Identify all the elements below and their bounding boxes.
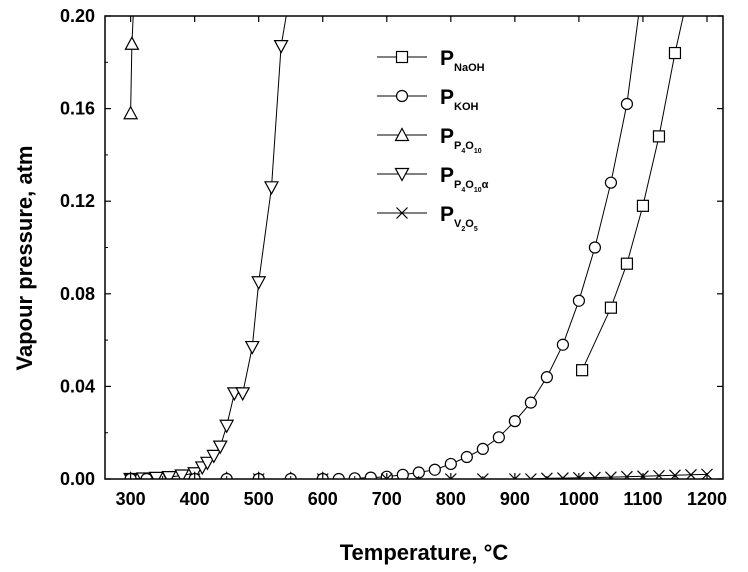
legend-label: PP4O10 [440, 125, 482, 155]
data-point-p4o10a [219, 419, 235, 434]
series-line-p4o10a [130, 16, 287, 479]
data-point-baseline [332, 472, 345, 479]
data-point-v2o5 [476, 473, 489, 479]
y-axis-title: Vapour pressure, atm [12, 146, 37, 371]
x-tick-label: 1200 [687, 489, 727, 509]
data-point-baseline [140, 472, 153, 479]
data-point-koh [524, 396, 537, 409]
data-point-p4o10a [235, 387, 251, 402]
series-layer [123, 16, 713, 479]
data-point-koh [492, 431, 505, 444]
data-point-v2o5 [556, 472, 569, 479]
data-point-v2o5 [508, 473, 521, 479]
data-point-koh [540, 371, 553, 384]
x-tick-label: 1100 [623, 489, 662, 509]
y-tick-label: 0.12 [60, 191, 95, 211]
data-point-p4o10a [264, 181, 280, 196]
legend-entry-naoh: PNaOH [377, 47, 485, 74]
data-point-koh [428, 463, 441, 476]
data-point-naoh [636, 199, 650, 212]
plot-area [123, 16, 713, 479]
data-point-v2o5 [653, 469, 665, 479]
legend-label: PV2O5 [440, 203, 478, 233]
legend-marker [395, 89, 409, 103]
legend-entry-koh: PKOH [377, 86, 479, 113]
legend-label: PNaOH [440, 47, 485, 74]
legend-label: PP4O10α [440, 164, 489, 194]
y-tick-label: 0.08 [60, 284, 95, 304]
legend: PNaOH PKOH PP4O10 PP4O10α PV2O5 [377, 47, 489, 233]
y-tick-label: 0.16 [60, 99, 95, 119]
legend-marker [394, 167, 410, 182]
data-point-p4o10 [123, 105, 139, 120]
data-point-koh [508, 415, 521, 428]
data-point-v2o5 [621, 470, 633, 479]
x-tick-label: 1000 [559, 489, 599, 509]
data-point-koh [572, 294, 586, 307]
data-point-naoh [576, 364, 589, 377]
data-point-p4o10a [244, 340, 260, 355]
x-tick-label: 600 [308, 489, 338, 509]
y-tick-label: 0.00 [60, 469, 95, 489]
data-point-p4o10a [251, 276, 267, 290]
legend-marker [396, 207, 408, 219]
x-tick-label: 800 [436, 489, 466, 509]
data-point-koh [476, 442, 489, 456]
legend-entry-p4o10: PP4O10 [377, 125, 482, 155]
data-point-koh [588, 241, 602, 254]
data-point-v2o5 [588, 471, 601, 479]
plot-frame [104, 15, 724, 480]
data-point-koh [604, 176, 618, 189]
series-line-p4o10 [130, 16, 134, 114]
x-tick-label: 900 [500, 489, 530, 509]
x-tick-label: 400 [180, 489, 210, 509]
data-point-v2o5 [380, 473, 393, 479]
data-point-naoh [668, 46, 682, 60]
legend-label: PKOH [440, 86, 479, 113]
data-point-v2o5 [524, 473, 537, 479]
x-axis-title: Temperature, °C [340, 540, 509, 565]
data-point-naoh [652, 130, 666, 143]
data-point-naoh [620, 257, 634, 270]
x-tick-label: 700 [372, 489, 402, 509]
legend-marker [395, 50, 409, 64]
data-point-koh [556, 338, 569, 351]
legend-entry-v2o5: PV2O5 [377, 203, 478, 233]
data-point-p4o10a [199, 456, 215, 471]
data-point-koh [620, 97, 634, 111]
data-point-naoh [604, 301, 618, 314]
data-point-p4o10a [206, 449, 222, 464]
data-point-p4o10 [124, 36, 140, 50]
data-point-p4o10a [174, 469, 190, 479]
legend-entry-p4o10a: PP4O10α [377, 164, 489, 194]
series-line-naoh [581, 16, 684, 371]
x-tick-label: 300 [116, 489, 146, 509]
series-line-v2o5 [130, 473, 708, 479]
y-tick-label: 0.20 [60, 6, 95, 26]
data-point-p4o10a [212, 440, 228, 455]
legend-marker [394, 127, 410, 142]
data-point-koh [460, 450, 473, 464]
data-point-v2o5 [444, 473, 457, 479]
data-point-p4o10a [273, 39, 289, 54]
data-point-koh [444, 457, 457, 471]
x-tick-label: 500 [244, 489, 274, 509]
data-point-koh [364, 471, 377, 479]
data-point-koh [396, 468, 409, 479]
y-tick-label: 0.04 [60, 376, 95, 396]
axes: 300 400 500 600 700 800 900 1000 1100 1200 0.00 0.0… [60, 6, 727, 509]
